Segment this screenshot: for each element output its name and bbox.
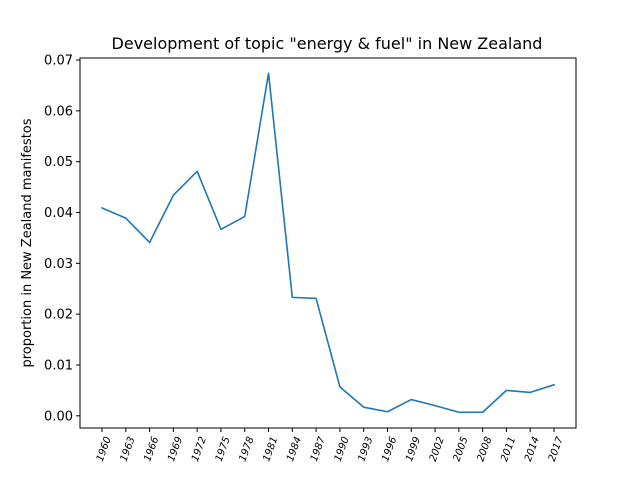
- y-tick-label: 0.07: [44, 54, 73, 69]
- y-tick-label: 0.04: [44, 206, 73, 221]
- y-tick-label: 0.05: [44, 155, 73, 170]
- y-tick-label: 0.01: [44, 358, 73, 373]
- y-tick-label: 0.06: [44, 104, 73, 119]
- y-tick-label: 0.03: [44, 257, 73, 272]
- chart-title: Development of topic "energy & fuel" in …: [112, 34, 543, 53]
- y-tick-label: 0.02: [44, 308, 73, 323]
- series-line-0: [100, 72, 556, 414]
- y-tick-label: 0.00: [44, 409, 73, 424]
- y-axis-label: proportion in New Zealand manifestos: [20, 118, 35, 367]
- axes-frame: [79, 57, 577, 429]
